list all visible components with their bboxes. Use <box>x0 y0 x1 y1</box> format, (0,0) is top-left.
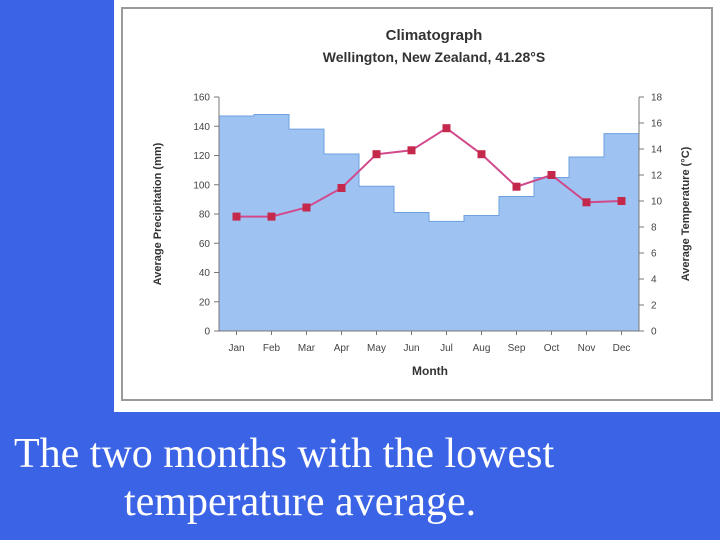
caption-line-1: The two months with the lowest <box>14 431 555 477</box>
y-tick-label: 140 <box>193 122 210 133</box>
y-tick-label: 0 <box>204 327 210 338</box>
precip-bar-aug <box>464 215 500 331</box>
x-tick-label: Jul <box>440 343 453 354</box>
temp-point-nov <box>582 198 591 207</box>
precip-bar-sep <box>499 196 535 331</box>
precip-bar-feb <box>254 114 290 331</box>
x-tick-label: Apr <box>334 343 350 354</box>
x-axis-label: Month <box>412 364 448 378</box>
y2-tick-label: 2 <box>651 301 657 312</box>
y2-tick-label: 4 <box>651 275 657 286</box>
caption-line-2: temperature average. <box>124 479 477 525</box>
x-tick-label: Jan <box>228 343 244 354</box>
x-tick-label: Mar <box>298 343 316 354</box>
temp-point-jul <box>442 124 451 133</box>
precip-bar-dec <box>604 133 640 331</box>
x-tick-label: Aug <box>473 343 491 354</box>
precip-bar-nov <box>569 156 605 331</box>
chart-panel: Climatograph Wellington, New Zealand, 41… <box>114 0 720 412</box>
precip-bar-jul <box>429 221 465 331</box>
y2-tick-label: 18 <box>651 93 663 104</box>
precip-bar-may <box>359 186 395 331</box>
temp-point-may <box>372 150 381 159</box>
temp-point-oct <box>547 171 556 179</box>
temp-point-dec <box>617 197 626 205</box>
precip-bar-jan <box>219 116 255 331</box>
x-tick-label: May <box>367 343 386 354</box>
y-tick-label: 40 <box>199 268 211 279</box>
temp-point-apr <box>337 184 346 192</box>
y-tick-label: 20 <box>199 297 211 308</box>
y2-tick-label: 12 <box>651 171 663 182</box>
temp-point-sep <box>512 182 521 191</box>
y-axis-label: Average Precipitation (mm) <box>152 142 164 285</box>
y2-tick-label: 8 <box>651 223 657 234</box>
chart-title: Climatograph <box>386 27 483 44</box>
plot-area: 0 20 40 60 80 100 120 140 160 0 2 4 6 8 10 12 14 16 18 Jan F… <box>193 93 662 355</box>
x-tick-label: Sep <box>508 343 526 354</box>
temp-point-jun <box>407 146 416 155</box>
x-tick-label: Oct <box>544 343 560 354</box>
precip-bar-apr <box>324 154 360 331</box>
y2-tick-label: 16 <box>651 119 663 130</box>
temp-point-feb <box>267 212 276 221</box>
precip-bar-oct <box>534 177 570 331</box>
y2-axis-label: Average Temperature (°C) <box>680 146 692 281</box>
y-tick-label: 80 <box>199 210 211 221</box>
temp-point-aug <box>477 150 486 159</box>
y-tick-label: 60 <box>199 239 211 250</box>
temp-point-jan <box>232 212 241 221</box>
precip-bar-mar <box>289 129 325 331</box>
chart-subtitle: Wellington, New Zealand, 41.28°S <box>323 49 545 65</box>
y2-tick-label: 10 <box>651 197 663 208</box>
y-tick-label: 120 <box>193 151 210 162</box>
x-tick-label: Feb <box>263 343 281 354</box>
x-tick-label: Dec <box>613 343 631 354</box>
x-tick-label: Nov <box>578 343 596 354</box>
precip-outline <box>218 114 640 331</box>
temperature-line <box>236 126 622 218</box>
y2-tick-label: 6 <box>651 249 657 260</box>
x-tick-label: Jun <box>403 343 419 354</box>
y-tick-label: 100 <box>193 180 210 191</box>
y-tick-label: 160 <box>193 93 210 104</box>
climatograph-chart: Climatograph Wellington, New Zealand, 41… <box>121 7 713 401</box>
precip-bar-jun <box>394 212 430 331</box>
temp-point-mar <box>302 203 311 212</box>
y2-tick-label: 0 <box>651 327 657 338</box>
y2-tick-label: 14 <box>651 145 663 156</box>
